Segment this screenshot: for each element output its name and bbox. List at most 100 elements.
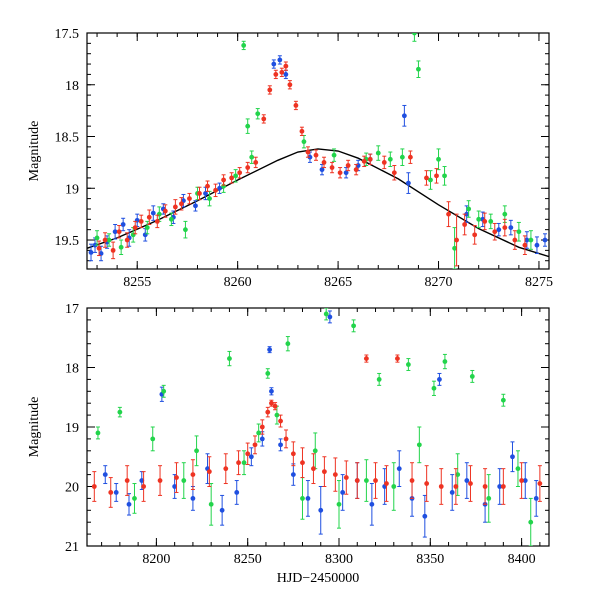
data-point — [542, 237, 548, 243]
data-point — [92, 242, 98, 248]
data-point — [405, 362, 411, 367]
data-point — [248, 454, 254, 460]
data-point — [533, 496, 539, 501]
data-point — [384, 481, 389, 486]
data-point — [522, 478, 528, 483]
data-point — [472, 232, 478, 238]
data-point — [106, 237, 112, 243]
data-point — [283, 72, 289, 77]
data-point — [438, 484, 444, 489]
data-point — [476, 216, 482, 222]
data-point — [157, 478, 163, 483]
data-point — [124, 478, 130, 483]
data-point — [139, 478, 145, 483]
data-point — [203, 191, 208, 196]
data-point — [405, 180, 411, 186]
data-point — [428, 177, 433, 183]
x-tick-label: 8255 — [123, 275, 151, 290]
data-point — [305, 496, 311, 501]
data-point — [96, 245, 102, 251]
data-point — [241, 43, 247, 48]
data-point — [116, 229, 122, 235]
data-point — [482, 484, 488, 489]
x-tick-label: 8265 — [324, 275, 352, 290]
data-point — [300, 460, 305, 466]
series-1 — [94, 33, 534, 269]
data-point — [434, 173, 439, 179]
data-point — [272, 403, 278, 409]
data-point — [391, 484, 397, 489]
data-point — [205, 183, 210, 189]
data-point — [512, 237, 518, 243]
x-tick-label: 8300 — [325, 552, 353, 567]
data-point — [343, 475, 349, 480]
data-point — [431, 385, 437, 391]
data-point — [95, 430, 101, 436]
data-point — [255, 111, 261, 117]
bottom-panel: 8200 8250 8300 8350 8400 17 18 19 20 21 Magnitude H… — [27, 302, 550, 586]
data-point — [361, 158, 367, 164]
data-point — [462, 222, 468, 227]
data-point — [150, 210, 156, 216]
data-point — [331, 152, 337, 158]
data-layer — [91, 308, 543, 546]
data-point — [332, 472, 338, 477]
data-point — [327, 314, 333, 320]
data-point — [273, 72, 279, 77]
data-point — [469, 374, 475, 379]
data-point — [112, 229, 118, 235]
data-point — [367, 156, 373, 162]
data-point — [442, 173, 447, 179]
data-point — [236, 460, 241, 466]
data-point — [179, 201, 184, 207]
data-point — [229, 175, 235, 181]
data-point — [287, 82, 293, 88]
data-point — [300, 496, 305, 501]
data-point — [278, 418, 283, 424]
data-point — [464, 211, 470, 217]
y-tick-label: 17 — [65, 302, 79, 317]
data-point — [524, 237, 530, 243]
data-point — [283, 436, 289, 442]
data-point — [172, 204, 178, 210]
data-point — [290, 451, 296, 457]
data-point — [126, 501, 132, 507]
data-point — [412, 33, 417, 36]
fit-curve — [87, 148, 549, 258]
data-point — [223, 466, 229, 472]
y-tick-label: 17.5 — [55, 27, 80, 42]
data-point — [172, 484, 178, 489]
y-tick-label: 19 — [65, 421, 79, 436]
data-point — [117, 409, 123, 415]
data-point — [437, 377, 442, 382]
data-point — [452, 245, 457, 251]
data-point — [510, 454, 515, 460]
y-tick-label: 19 — [65, 182, 79, 197]
series-1 — [95, 308, 534, 546]
data-point — [508, 225, 514, 230]
data-point — [329, 165, 335, 170]
data-point — [265, 371, 271, 376]
data-point — [416, 66, 421, 72]
x-tick-label: 8350 — [416, 552, 444, 567]
data-point — [311, 466, 316, 472]
data-point — [259, 436, 265, 442]
data-point — [162, 208, 168, 214]
series-2 — [91, 354, 543, 508]
data-point — [369, 501, 375, 507]
data-point — [528, 237, 534, 243]
data-point — [256, 430, 262, 436]
data-point — [253, 159, 259, 165]
data-point — [124, 237, 130, 243]
data-point — [496, 227, 502, 233]
x-tick-label: 8400 — [508, 552, 536, 567]
y-axis-label: Magnitude — [27, 397, 42, 458]
series-0 — [88, 55, 548, 262]
data-point — [118, 244, 124, 250]
plot-frame — [86, 32, 550, 270]
data-point — [515, 466, 521, 472]
data-point — [190, 496, 196, 501]
data-point — [174, 475, 179, 480]
data-point — [492, 229, 498, 235]
data-point — [259, 424, 265, 430]
